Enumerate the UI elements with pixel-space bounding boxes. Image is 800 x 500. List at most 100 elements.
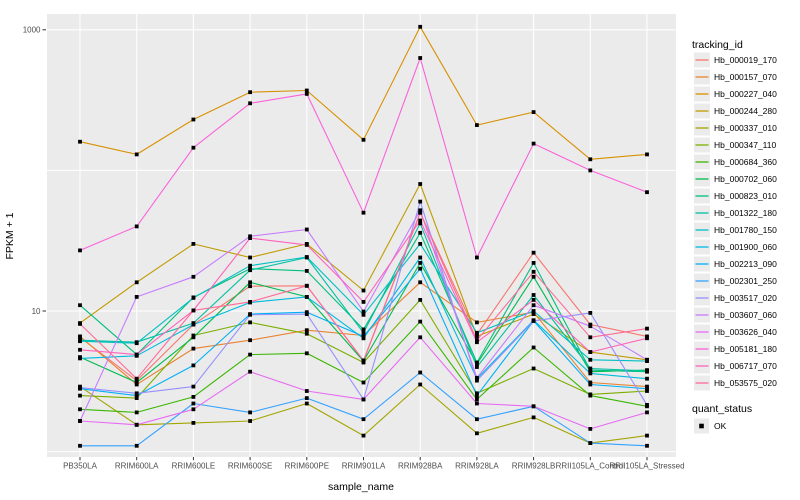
data-point [475, 397, 479, 402]
data-point [475, 340, 479, 345]
data-point [361, 380, 366, 385]
data-point [588, 366, 593, 371]
data-point [304, 295, 309, 299]
data-point [475, 255, 479, 260]
legend-item-label: Hb_000227_040 [714, 89, 777, 99]
data-point [418, 382, 423, 387]
data-point [134, 382, 139, 387]
data-point [304, 269, 309, 273]
data-point [588, 380, 593, 385]
data-point [248, 236, 252, 240]
quant-status-ok-label: OK [714, 421, 727, 431]
data-point [418, 56, 423, 60]
data-point [248, 312, 252, 317]
data-point [191, 395, 196, 399]
data-point [588, 357, 593, 362]
x-tick-label: RRII105LA_Stressed [609, 462, 684, 471]
data-point [304, 255, 309, 259]
data-point [418, 218, 423, 223]
data-point [361, 334, 366, 339]
data-point [531, 293, 536, 297]
plot-panel [47, 14, 676, 457]
data-point [248, 352, 252, 357]
data-point [361, 288, 366, 293]
data-point [304, 396, 309, 400]
data-point [361, 358, 366, 363]
data-point [531, 312, 536, 316]
data-point [191, 242, 196, 246]
data-point [531, 404, 536, 409]
legend-item: Hb_001900_060 [694, 239, 777, 255]
data-point [304, 88, 309, 93]
data-point [531, 309, 536, 313]
data-point [78, 334, 82, 339]
legend-item-label: Hb_003626_040 [714, 327, 777, 337]
data-point [78, 407, 82, 412]
data-point [134, 152, 139, 157]
data-point [304, 328, 309, 333]
data-point [418, 210, 423, 215]
legend-item-label: Hb_005181_180 [714, 344, 777, 354]
data-point [645, 384, 649, 389]
data-point [645, 152, 649, 157]
data-point [78, 339, 82, 344]
data-point [134, 393, 139, 398]
data-point [361, 327, 366, 332]
data-point [191, 346, 196, 351]
data-point [418, 298, 423, 302]
axes: PB350LA RRIM600LA RRIM600LE RRIM600SE RRIM60… [23, 26, 685, 471]
x-tick-label: RRIM600LA [115, 462, 159, 471]
data-point [418, 261, 423, 265]
data-point [304, 243, 309, 247]
data-point [248, 410, 252, 415]
data-point [248, 320, 252, 325]
data-point [134, 391, 139, 396]
data-point [588, 382, 593, 387]
legend-item: Hb_000244_280 [694, 103, 777, 119]
data-point [588, 324, 593, 329]
data-point [645, 190, 649, 195]
data-point [645, 433, 649, 438]
data-point [78, 248, 82, 253]
data-point [361, 137, 366, 142]
legend-item: Hb_000227_040 [694, 86, 777, 102]
legend-item: Hb_000347_110 [694, 137, 777, 153]
data-point [304, 310, 309, 315]
y-tick-label: 10 [32, 307, 41, 316]
y-tick-label: 1000 [23, 26, 41, 35]
data-point [418, 221, 423, 226]
data-point [248, 419, 252, 423]
data-point [248, 101, 252, 106]
data-point [588, 335, 593, 340]
data-point [531, 303, 536, 308]
data-point [418, 230, 423, 235]
data-point [475, 401, 479, 406]
x-tick-label: RRIM901LA [342, 462, 386, 471]
data-point [531, 319, 536, 323]
data-point [134, 396, 139, 400]
legend-item-label: Hb_000347_110 [714, 140, 777, 150]
legend-item: Hb_000337_010 [694, 120, 777, 136]
data-point [361, 312, 366, 317]
data-point [475, 338, 479, 343]
data-point [588, 427, 593, 431]
legend-item-label: Hb_000702_060 [714, 174, 777, 184]
data-point [418, 255, 423, 260]
data-point [134, 376, 139, 381]
data-point [78, 443, 82, 448]
data-point [304, 92, 309, 96]
data-point [531, 110, 536, 114]
ok-point-swatch [699, 423, 704, 429]
quant-status-key: OK [694, 418, 727, 434]
data-point [475, 375, 479, 380]
data-point [248, 284, 252, 289]
data-point [248, 338, 252, 343]
legend-item-label: Hb_001780_150 [714, 225, 777, 235]
data-point [531, 269, 536, 274]
data-point [134, 410, 139, 415]
data-point [645, 443, 649, 448]
data-point [248, 268, 252, 273]
data-point [304, 351, 309, 356]
